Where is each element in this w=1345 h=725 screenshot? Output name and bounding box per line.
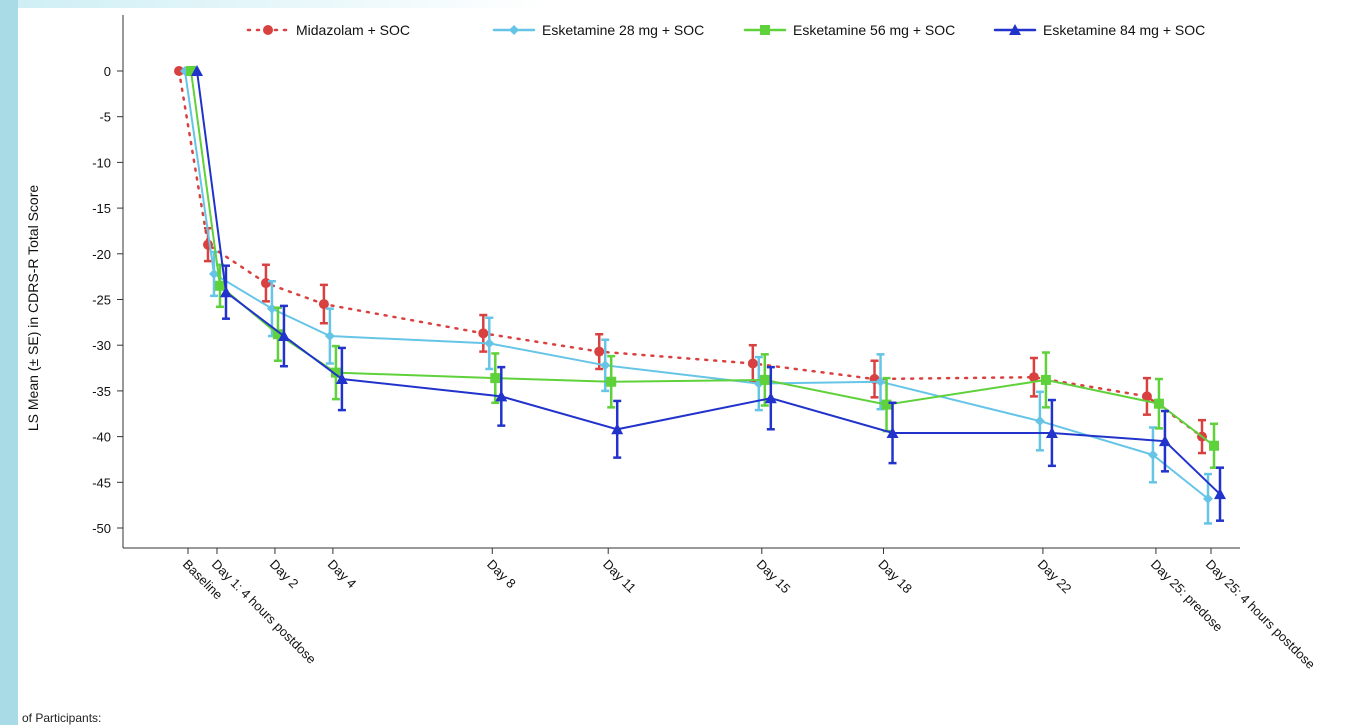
y-tick-label: -10 [92,155,111,170]
data-point [214,280,225,291]
data-point [611,423,624,435]
legend-label: Midazolam + SOC [296,22,410,38]
data-point [1147,449,1158,460]
data-point [208,268,219,279]
data-point [747,358,758,369]
y-tick-label: -5 [99,110,111,125]
y-tick-label: -15 [92,201,111,216]
x-tick-label: Day 15 [754,557,794,597]
data-point [260,278,271,289]
chart-axes [122,15,1240,549]
x-tick-label: Day 25: 4 hours postdose [1203,557,1318,672]
data-point [886,426,899,438]
series-3 [191,65,1226,522]
legend-item-0: Midazolam + SOC [246,22,410,38]
data-point [881,399,892,410]
legend-item-2: Esketamine 56 mg + SOC [743,22,955,38]
data-point [760,25,770,35]
data-point [606,376,617,387]
data-point [335,373,348,385]
data-point [1209,440,1219,451]
x-tick-label: Day 1: 4 hours postdose [209,557,319,667]
legend-label: Esketamine 56 mg + SOC [793,22,955,38]
data-point [759,374,770,385]
data-point [1028,372,1039,383]
data-point [509,25,519,35]
data-point [174,66,184,76]
y-tick-label: -30 [92,338,111,353]
y-tick-label: -20 [92,247,111,262]
data-point [490,373,501,384]
data-point [495,390,508,402]
data-point [1009,24,1021,35]
y-axis-ticks: 0 -5 -10 -15 -20 -25 -30 -35 -40 -45 -50 [92,64,123,536]
y-axis-label: LS Mean (± SE) in CDRS-R Total Score [25,185,41,431]
data-point [266,303,277,314]
footer-note: of Participants: [22,711,102,725]
data-point [1214,488,1226,500]
data-point [1040,374,1051,385]
legend-item-1: Esketamine 28 mg + SOC [492,22,704,38]
data-point [277,330,290,342]
x-tick-label: Day 4 [325,557,360,592]
data-point [1203,493,1213,504]
y-tick-label: 0 [104,64,111,79]
series-layer [174,65,1226,525]
series-line [196,70,1221,496]
y-tick-label: -35 [92,384,111,399]
y-tick-label: -50 [92,521,111,536]
series-0 [174,66,1207,455]
series-1 [180,66,1213,525]
data-point [1034,416,1045,427]
data-point [318,299,329,310]
x-tick-label: Day 11 [600,557,639,596]
data-point [272,329,283,340]
data-point [478,328,489,339]
y-tick-label: -25 [92,293,111,308]
x-tick-label: Day 2 [267,557,302,592]
data-point [600,360,611,371]
data-point [202,239,213,250]
data-point [191,65,203,76]
x-tick-label: Day 22 [1035,557,1075,597]
data-point [484,338,495,349]
y-tick-label: -45 [92,475,111,490]
data-point [594,346,605,357]
data-point [1045,426,1058,438]
y-tick-label: -40 [92,430,111,445]
legend-label: Esketamine 28 mg + SOC [542,22,704,38]
series-line [190,70,1215,447]
data-point [1141,391,1152,402]
header-band [18,0,1345,8]
data-point [219,286,232,298]
legend-item-3: Esketamine 84 mg + SOC [993,22,1205,38]
data-point [186,66,196,76]
x-tick-label: Day 18 [875,557,915,597]
data-point [330,367,341,378]
data-point [324,331,335,342]
data-point [1153,398,1164,409]
data-point [263,25,273,35]
legend-label: Esketamine 84 mg + SOC [1043,22,1205,38]
data-point [1158,435,1171,447]
chart-legend: Midazolam + SOC Esketamine 28 mg + SOC Esk… [246,22,1205,38]
x-tick-label: Day 8 [484,557,519,592]
data-point [764,392,777,404]
